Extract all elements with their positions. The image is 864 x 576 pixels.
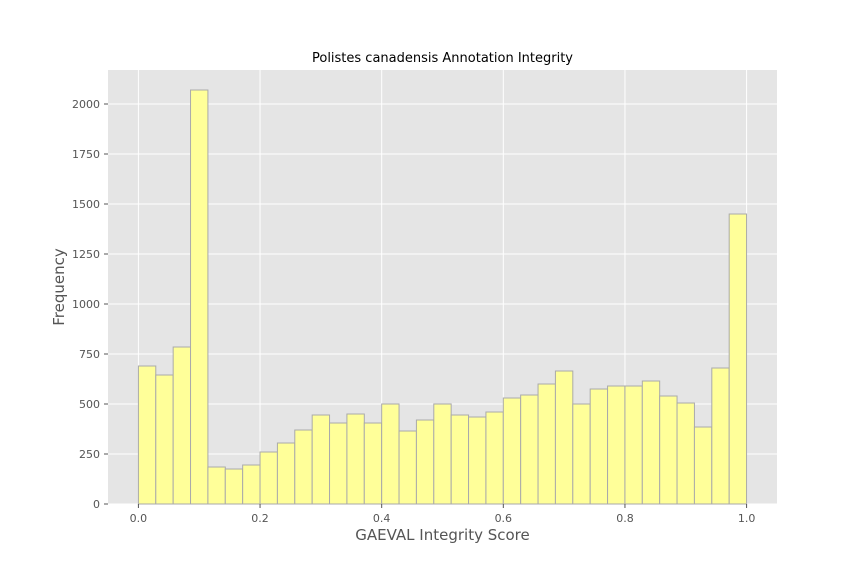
histogram-bar [259, 451, 278, 505]
y-tick-label: 250 [79, 448, 100, 461]
y-tick-label: 0 [93, 498, 100, 511]
histogram-bar [415, 419, 435, 505]
histogram-bar [155, 374, 174, 505]
histogram-bar [242, 464, 261, 505]
histogram-bar [450, 414, 470, 505]
histogram-bar [693, 426, 713, 505]
histogram-bar [659, 395, 678, 505]
histogram-bar [711, 367, 730, 505]
histogram-bar [190, 89, 209, 505]
histogram-bar [224, 468, 244, 505]
histogram-bar [329, 422, 348, 505]
x-tick-label: 0.6 [495, 512, 513, 525]
histogram-bar [520, 394, 539, 505]
histogram-bar [572, 403, 591, 505]
y-tick-label: 750 [79, 348, 100, 361]
histogram-bar [537, 383, 556, 505]
histogram-bar [137, 365, 157, 505]
histogram-bar [554, 370, 574, 505]
y-axis-label: Frequency [50, 248, 68, 326]
histogram-bar [172, 346, 192, 505]
histogram-bar [728, 213, 748, 505]
x-axis-label: GAEVAL Integrity Score [355, 526, 530, 544]
x-tick-label: 0.0 [130, 512, 148, 525]
histogram-bar [485, 411, 504, 505]
histogram-bar [294, 429, 313, 505]
x-tick-label: 0.2 [251, 512, 269, 525]
x-tick-label: 1.0 [738, 512, 756, 525]
y-tick-label: 2000 [72, 98, 100, 111]
y-tick-label: 1750 [72, 148, 100, 161]
histogram-bar [276, 442, 296, 505]
histogram-bar [398, 430, 417, 505]
grid-lines [108, 70, 777, 505]
histogram-bar [207, 466, 226, 505]
histogram-bar [468, 416, 487, 505]
y-tick-label: 500 [79, 398, 100, 411]
y-tick-label: 1250 [72, 248, 100, 261]
chart-title: Polistes canadensis Annotation Integrity [312, 51, 573, 66]
histogram-bar [502, 397, 522, 505]
histogram-bar [589, 388, 609, 505]
histogram-bar [363, 422, 383, 505]
histogram-bar [676, 402, 695, 505]
y-tick-label: 1500 [72, 198, 100, 211]
histogram-bar [346, 413, 365, 505]
x-tick-label: 0.8 [616, 512, 634, 525]
histogram-bar [607, 385, 626, 505]
axis-ticks: 0.0 0.2 0.4 0.6 0.8 1.0 0 250 500 750 1000 1250 1500… [72, 98, 755, 525]
x-tick-label: 0.4 [373, 512, 391, 525]
y-tick-label: 1000 [72, 298, 100, 311]
histogram-bar [433, 403, 452, 505]
histogram-bar [381, 403, 400, 505]
histogram-bar [641, 380, 661, 505]
bars [137, 89, 748, 505]
histogram-bar [311, 414, 331, 505]
histogram-bar [624, 385, 643, 505]
